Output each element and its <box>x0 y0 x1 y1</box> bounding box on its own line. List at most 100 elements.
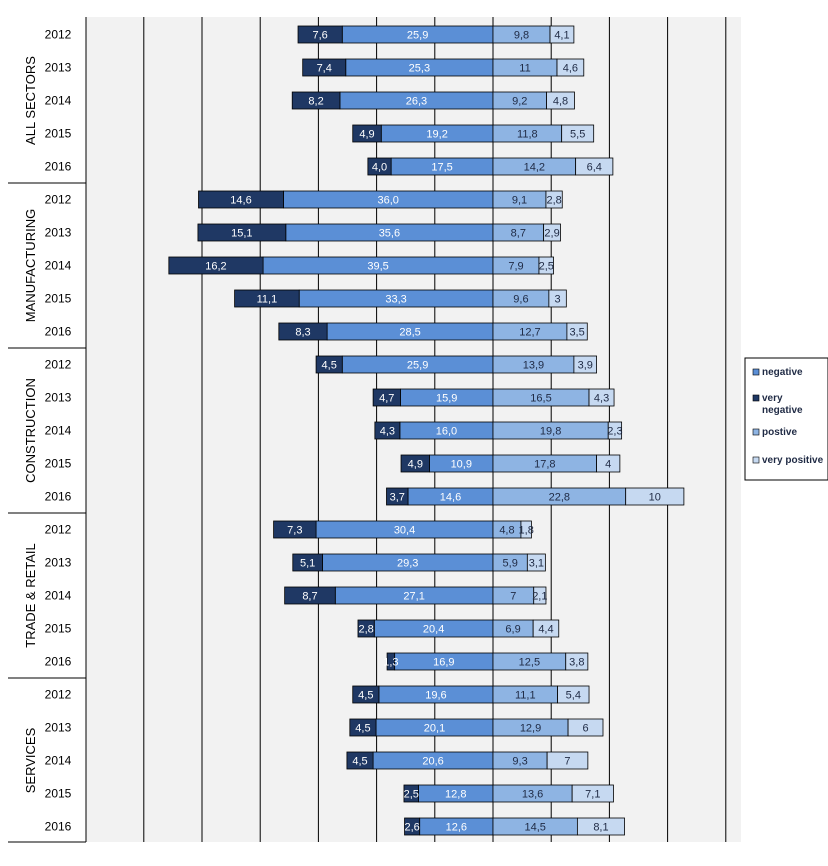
data-label-very-negative: 4,7 <box>379 393 394 405</box>
data-label-negative: 19,2 <box>426 129 447 141</box>
group-label: MANUFACTURING <box>23 209 38 322</box>
bar-very-positive <box>607 421 623 440</box>
group-label: ALL SECTORS <box>23 56 38 145</box>
data-label-very-positive: 2,9 <box>544 228 559 240</box>
year-label: 2014 <box>45 589 72 603</box>
year-label: 2012 <box>45 358 72 372</box>
data-label-very-positive: 5,5 <box>570 129 585 141</box>
data-label-very-positive: 7,1 <box>585 789 600 801</box>
data-label-positive: 17,8 <box>534 459 555 471</box>
data-label-negative: 25,9 <box>407 360 428 372</box>
data-label-negative: 35,6 <box>379 228 400 240</box>
data-label-negative: 36,0 <box>378 195 399 207</box>
data-label-very-negative: 2,6 <box>404 822 419 834</box>
data-label-positive: 7,9 <box>508 261 523 273</box>
year-label: 2016 <box>45 655 72 669</box>
bar-very-negative <box>346 751 374 770</box>
bar-very-positive <box>561 124 595 143</box>
data-label-very-positive: 3,8 <box>569 657 584 669</box>
data-label-very-negative: 2,8 <box>358 624 373 636</box>
data-label-very-negative: 8,3 <box>295 327 310 339</box>
bar-very-negative <box>234 289 300 308</box>
data-label-very-negative: 15,1 <box>231 228 252 240</box>
legend-label-negative: negative <box>762 367 803 378</box>
bar-very-negative <box>404 817 421 836</box>
bar-very-positive <box>556 58 585 77</box>
data-label-very-positive: 10 <box>649 492 661 504</box>
bar-very-negative <box>372 388 401 407</box>
year-label: 2013 <box>45 556 72 570</box>
data-label-very-negative: 7,6 <box>312 30 327 42</box>
data-label-positive: 8,7 <box>511 228 526 240</box>
data-label-very-positive: 1,8 <box>519 525 534 537</box>
data-label-very-negative: 4,0 <box>372 162 387 174</box>
data-label-negative: 30,4 <box>394 525 415 537</box>
bar-very-negative <box>284 586 336 605</box>
bar-very-positive <box>538 256 554 275</box>
data-label-very-negative: 8,7 <box>302 591 317 603</box>
data-label-very-positive: 6 <box>582 723 588 735</box>
year-label: 2013 <box>45 391 72 405</box>
bar-very-negative <box>291 91 341 110</box>
data-label-very-negative: 5,1 <box>300 558 315 570</box>
bar-very-negative <box>302 58 347 77</box>
data-label-very-negative: 2,5 <box>404 789 419 801</box>
year-label: 2012 <box>45 523 72 537</box>
legend-label-very-positive: very positive <box>762 455 824 466</box>
data-label-positive: 9,6 <box>513 294 528 306</box>
data-label-negative: 17,5 <box>431 162 452 174</box>
bar-very-positive <box>548 289 567 308</box>
data-label-positive: 11,1 <box>515 690 536 702</box>
data-label-positive: 9,3 <box>512 756 527 768</box>
data-label-positive: 11,8 <box>517 129 538 141</box>
data-label-negative: 15,9 <box>436 393 457 405</box>
data-label-very-negative: 4,5 <box>352 756 367 768</box>
data-label-very-positive: 3,1 <box>529 558 544 570</box>
data-label-very-negative: 14,6 <box>230 195 251 207</box>
bar-very-positive <box>575 157 614 176</box>
data-label-very-negative: 1,3 <box>383 657 398 669</box>
year-label: 2012 <box>45 688 72 702</box>
data-label-negative: 28,5 <box>399 327 420 339</box>
data-label-very-positive: 2,8 <box>546 195 561 207</box>
bar-very-negative <box>386 487 409 506</box>
data-label-very-positive: 4 <box>605 459 611 471</box>
data-label-very-negative: 16,2 <box>205 261 226 273</box>
legend: negative very negative postive very positive <box>744 357 828 481</box>
bar-very-positive <box>520 520 532 539</box>
year-label: 2012 <box>45 193 72 207</box>
bar-very-positive <box>596 454 621 473</box>
year-label: 2016 <box>45 325 72 339</box>
year-label: 2016 <box>45 160 72 174</box>
bar-very-negative <box>367 157 392 176</box>
year-label: 2014 <box>45 259 72 273</box>
data-label-very-positive: 3,9 <box>578 360 593 372</box>
bar-very-negative <box>197 223 287 242</box>
data-label-positive: 22,8 <box>549 492 570 504</box>
data-label-positive: 14,2 <box>524 162 545 174</box>
year-label: 2014 <box>45 754 72 768</box>
data-label-very-negative: 4,9 <box>359 129 374 141</box>
bar-very-positive <box>576 817 625 836</box>
year-label: 2014 <box>45 94 72 108</box>
bar-very-positive <box>625 487 685 506</box>
data-label-very-positive: 5,4 <box>566 690 581 702</box>
data-label-very-positive: 2,1 <box>532 591 547 603</box>
bar-very-positive <box>571 784 614 803</box>
group-label: CONSTRUCTION <box>23 378 38 483</box>
data-label-very-negative: 3,7 <box>390 492 405 504</box>
year-label: 2016 <box>45 820 72 834</box>
bar-very-negative <box>198 190 284 209</box>
data-label-positive: 12,5 <box>519 657 540 669</box>
data-label-negative: 10,9 <box>451 459 472 471</box>
bar-very-negative <box>357 619 375 638</box>
data-label-positive: 13,6 <box>522 789 543 801</box>
data-label-negative: 16,9 <box>433 657 454 669</box>
data-label-negative: 26,3 <box>406 96 427 108</box>
data-label-very-negative: 4,3 <box>380 426 395 438</box>
bar-very-positive <box>546 751 589 770</box>
year-label: 2015 <box>45 787 72 801</box>
gridlines <box>8 17 727 843</box>
year-label: 2013 <box>45 226 72 240</box>
